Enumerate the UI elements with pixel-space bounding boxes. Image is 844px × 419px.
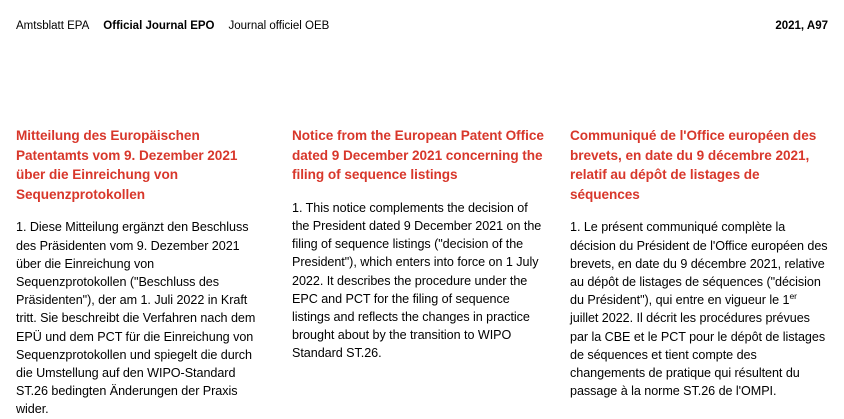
paragraph-english: 1. This notice complements the decision … — [292, 200, 542, 361]
heading-english: Notice from the European Patent Office d… — [292, 128, 544, 183]
paragraph-french-part2: juillet 2022. Il décrit les procédures p… — [570, 311, 826, 399]
column-german: Mitteilung des Europäischen Patentamts v… — [16, 126, 256, 419]
language-columns: Mitteilung des Europäischen Patentamts v… — [16, 126, 828, 419]
heading-german: Mitteilung des Europäischen Patentamts v… — [16, 128, 238, 202]
paragraph-german: 1. Diese Mitteilung ergänzt den Beschlus… — [16, 220, 256, 417]
running-header-title-fr: Journal officiel OEB — [228, 20, 330, 32]
running-header: Amtsblatt EPA Official Journal EPO Journ… — [16, 19, 828, 35]
column-english: Notice from the European Patent Office d… — [292, 126, 544, 419]
running-header-title-en: Official Journal EPO — [103, 20, 215, 32]
heading-french: Communiqué de l'Office européen des brev… — [570, 128, 817, 202]
running-header-title-de: Amtsblatt EPA — [16, 20, 90, 32]
paragraph-french: 1. Le présent communiqué complète la déc… — [570, 218, 828, 400]
running-header-reference: 2021, A97 — [775, 20, 828, 32]
running-header-titles: Amtsblatt EPA Official Journal EPO Journ… — [16, 19, 329, 33]
column-french: Communiqué de l'Office européen des brev… — [570, 126, 828, 419]
paragraph-french-part1: 1. Le présent communiqué complète la déc… — [570, 220, 828, 308]
ordinal-suffix-er: er — [789, 291, 797, 301]
